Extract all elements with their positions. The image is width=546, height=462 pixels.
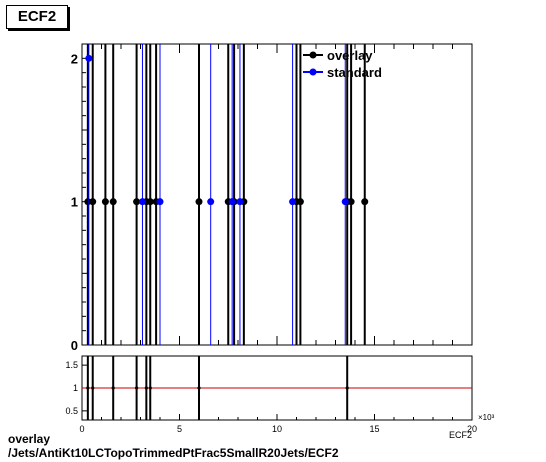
ratio-point [148,386,152,390]
legend-label-overlay: overlay [327,48,373,63]
footer-path: /Jets/AntiKt10LCTopoTrimmedPtFrac5SmallR… [8,446,339,460]
ratio-point [135,386,139,390]
data-point-overlay [361,198,369,206]
data-point-overlay [146,198,154,206]
data-point-standard [85,54,93,62]
ratio-y-tick-label: 1.5 [65,360,78,370]
main-panel: 0 1 2 overlay standard [71,43,473,353]
ratio-y-tick-label: 0.5 [65,406,78,416]
y-tick-label: 1 [71,195,78,210]
legend-marker-standard [309,68,317,76]
data-point-overlay [84,198,92,206]
ratio-y-tick-label: 1 [73,383,78,393]
data-point-overlay [195,198,203,206]
data-point-standard [207,198,215,206]
ratio-x-tick-label: 20 [467,424,477,434]
plot-frame [81,43,473,346]
x-axis-title: ECF2 [449,430,472,440]
chart-title: ECF2 [6,5,68,29]
data-point-overlay [109,198,117,206]
ratio-x-tick-label: 0 [79,424,84,434]
ratio-point [86,386,90,390]
ratio-point [144,386,148,390]
ratio-point [91,386,95,390]
data-point-overlay [101,198,109,206]
x-axis-multiplier: ×10³ [478,413,495,422]
y-tick-label: 2 [71,51,78,66]
data-point-standard [138,198,146,206]
data-point-overlay [296,198,304,206]
data-point-standard [341,198,349,206]
data-point-standard [228,198,236,206]
data-point-standard [236,198,244,206]
legend-label-standard: standard [327,65,382,80]
ratio-x-tick-label: 15 [369,424,379,434]
data-point-overlay [89,198,97,206]
data-point-overlay [347,198,355,206]
ratio-point [197,386,201,390]
ratio-x-tick-label: 10 [272,424,282,434]
footer-label: overlay [8,432,51,446]
data-point-standard [156,198,164,206]
data-point-standard [289,198,297,206]
y-tick-label: 0 [71,338,78,353]
ratio-point [345,386,349,390]
legend-marker-overlay [309,51,317,59]
ratio-x-tick-label: 5 [177,424,182,434]
ratio-panel: 0 5 10 15 20 0.5 1 1.5 ×10³ ECF2 [65,355,495,440]
data-point-overlay [133,198,141,206]
ratio-point [111,386,115,390]
